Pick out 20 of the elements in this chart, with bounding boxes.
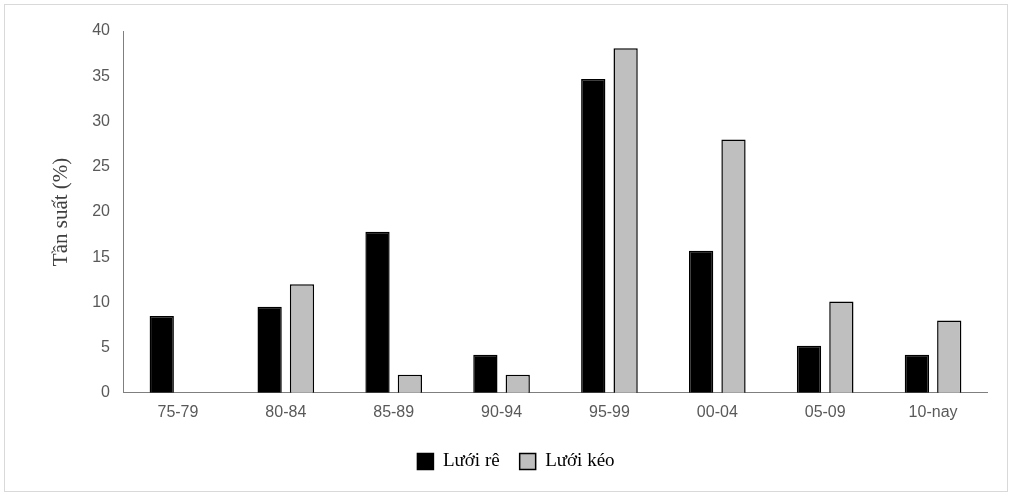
y-tick-label: 30 bbox=[92, 111, 111, 129]
y-tick-label: 20 bbox=[92, 202, 111, 220]
y-tick-label: 5 bbox=[101, 337, 111, 355]
x-tick-label: 85-89 bbox=[373, 402, 415, 420]
y-tick-label: 25 bbox=[92, 157, 111, 175]
y-tick-label: 15 bbox=[92, 247, 111, 265]
x-tick-label: 05-09 bbox=[804, 402, 846, 420]
x-tick-label: 95-99 bbox=[588, 402, 630, 420]
legend-label: Lưới rê bbox=[442, 449, 500, 471]
x-tick-label: 90-94 bbox=[481, 402, 523, 420]
x-tick-label: 80-84 bbox=[265, 402, 307, 420]
x-tick-label: 00-04 bbox=[696, 402, 738, 420]
y-tick-label: 0 bbox=[101, 383, 111, 401]
y-tick-label: 10 bbox=[92, 292, 111, 310]
legend-label: Lưới kéo bbox=[545, 449, 615, 471]
y-tick-label: 40 bbox=[92, 21, 111, 39]
x-tick-label: 75-79 bbox=[157, 402, 199, 420]
y-axis-title: Tần suất (%) bbox=[48, 157, 73, 267]
y-tick-label: 35 bbox=[92, 66, 111, 84]
x-tick-label: 10-nay bbox=[908, 402, 958, 420]
